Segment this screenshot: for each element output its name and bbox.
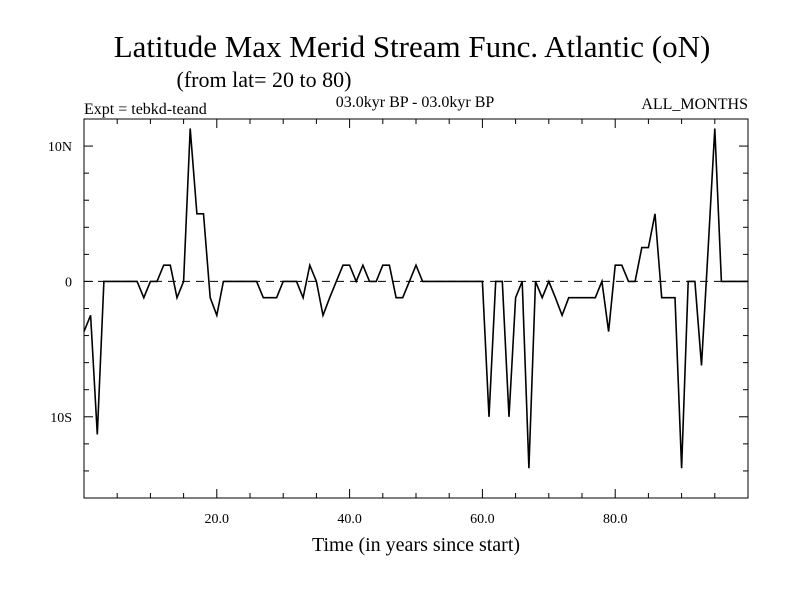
y-tick-label: 10S bbox=[50, 411, 72, 426]
series-line bbox=[83, 128, 748, 469]
chart-title: Latitude Max Merid Stream Func. Atlantic… bbox=[114, 29, 711, 64]
x-tick-labels: 20.0 40.0 60.0 80.0 bbox=[205, 512, 628, 527]
x-tick-label: 20.0 bbox=[205, 512, 230, 527]
chart-subtitle: (from lat= 20 to 80) bbox=[177, 67, 352, 92]
x-tick-label: 40.0 bbox=[337, 512, 362, 527]
y-tick-labels: 10N 0 10S bbox=[48, 140, 72, 426]
period-label: 03.0kyr BP - 03.0kyr BP bbox=[336, 94, 495, 111]
x-axis-label: Time (in years since start) bbox=[312, 534, 520, 556]
minor-ticks bbox=[84, 118, 748, 498]
x-tick-label: 60.0 bbox=[470, 512, 495, 527]
y-tick-label: 10N bbox=[48, 140, 72, 155]
plot-frame bbox=[83, 118, 749, 499]
x-tick-label: 80.0 bbox=[603, 512, 628, 527]
y-tick-label: 0 bbox=[65, 275, 72, 290]
months-label: ALL_MONTHS bbox=[641, 96, 748, 113]
expt-label: Expt = tebkd-teand bbox=[84, 101, 207, 118]
